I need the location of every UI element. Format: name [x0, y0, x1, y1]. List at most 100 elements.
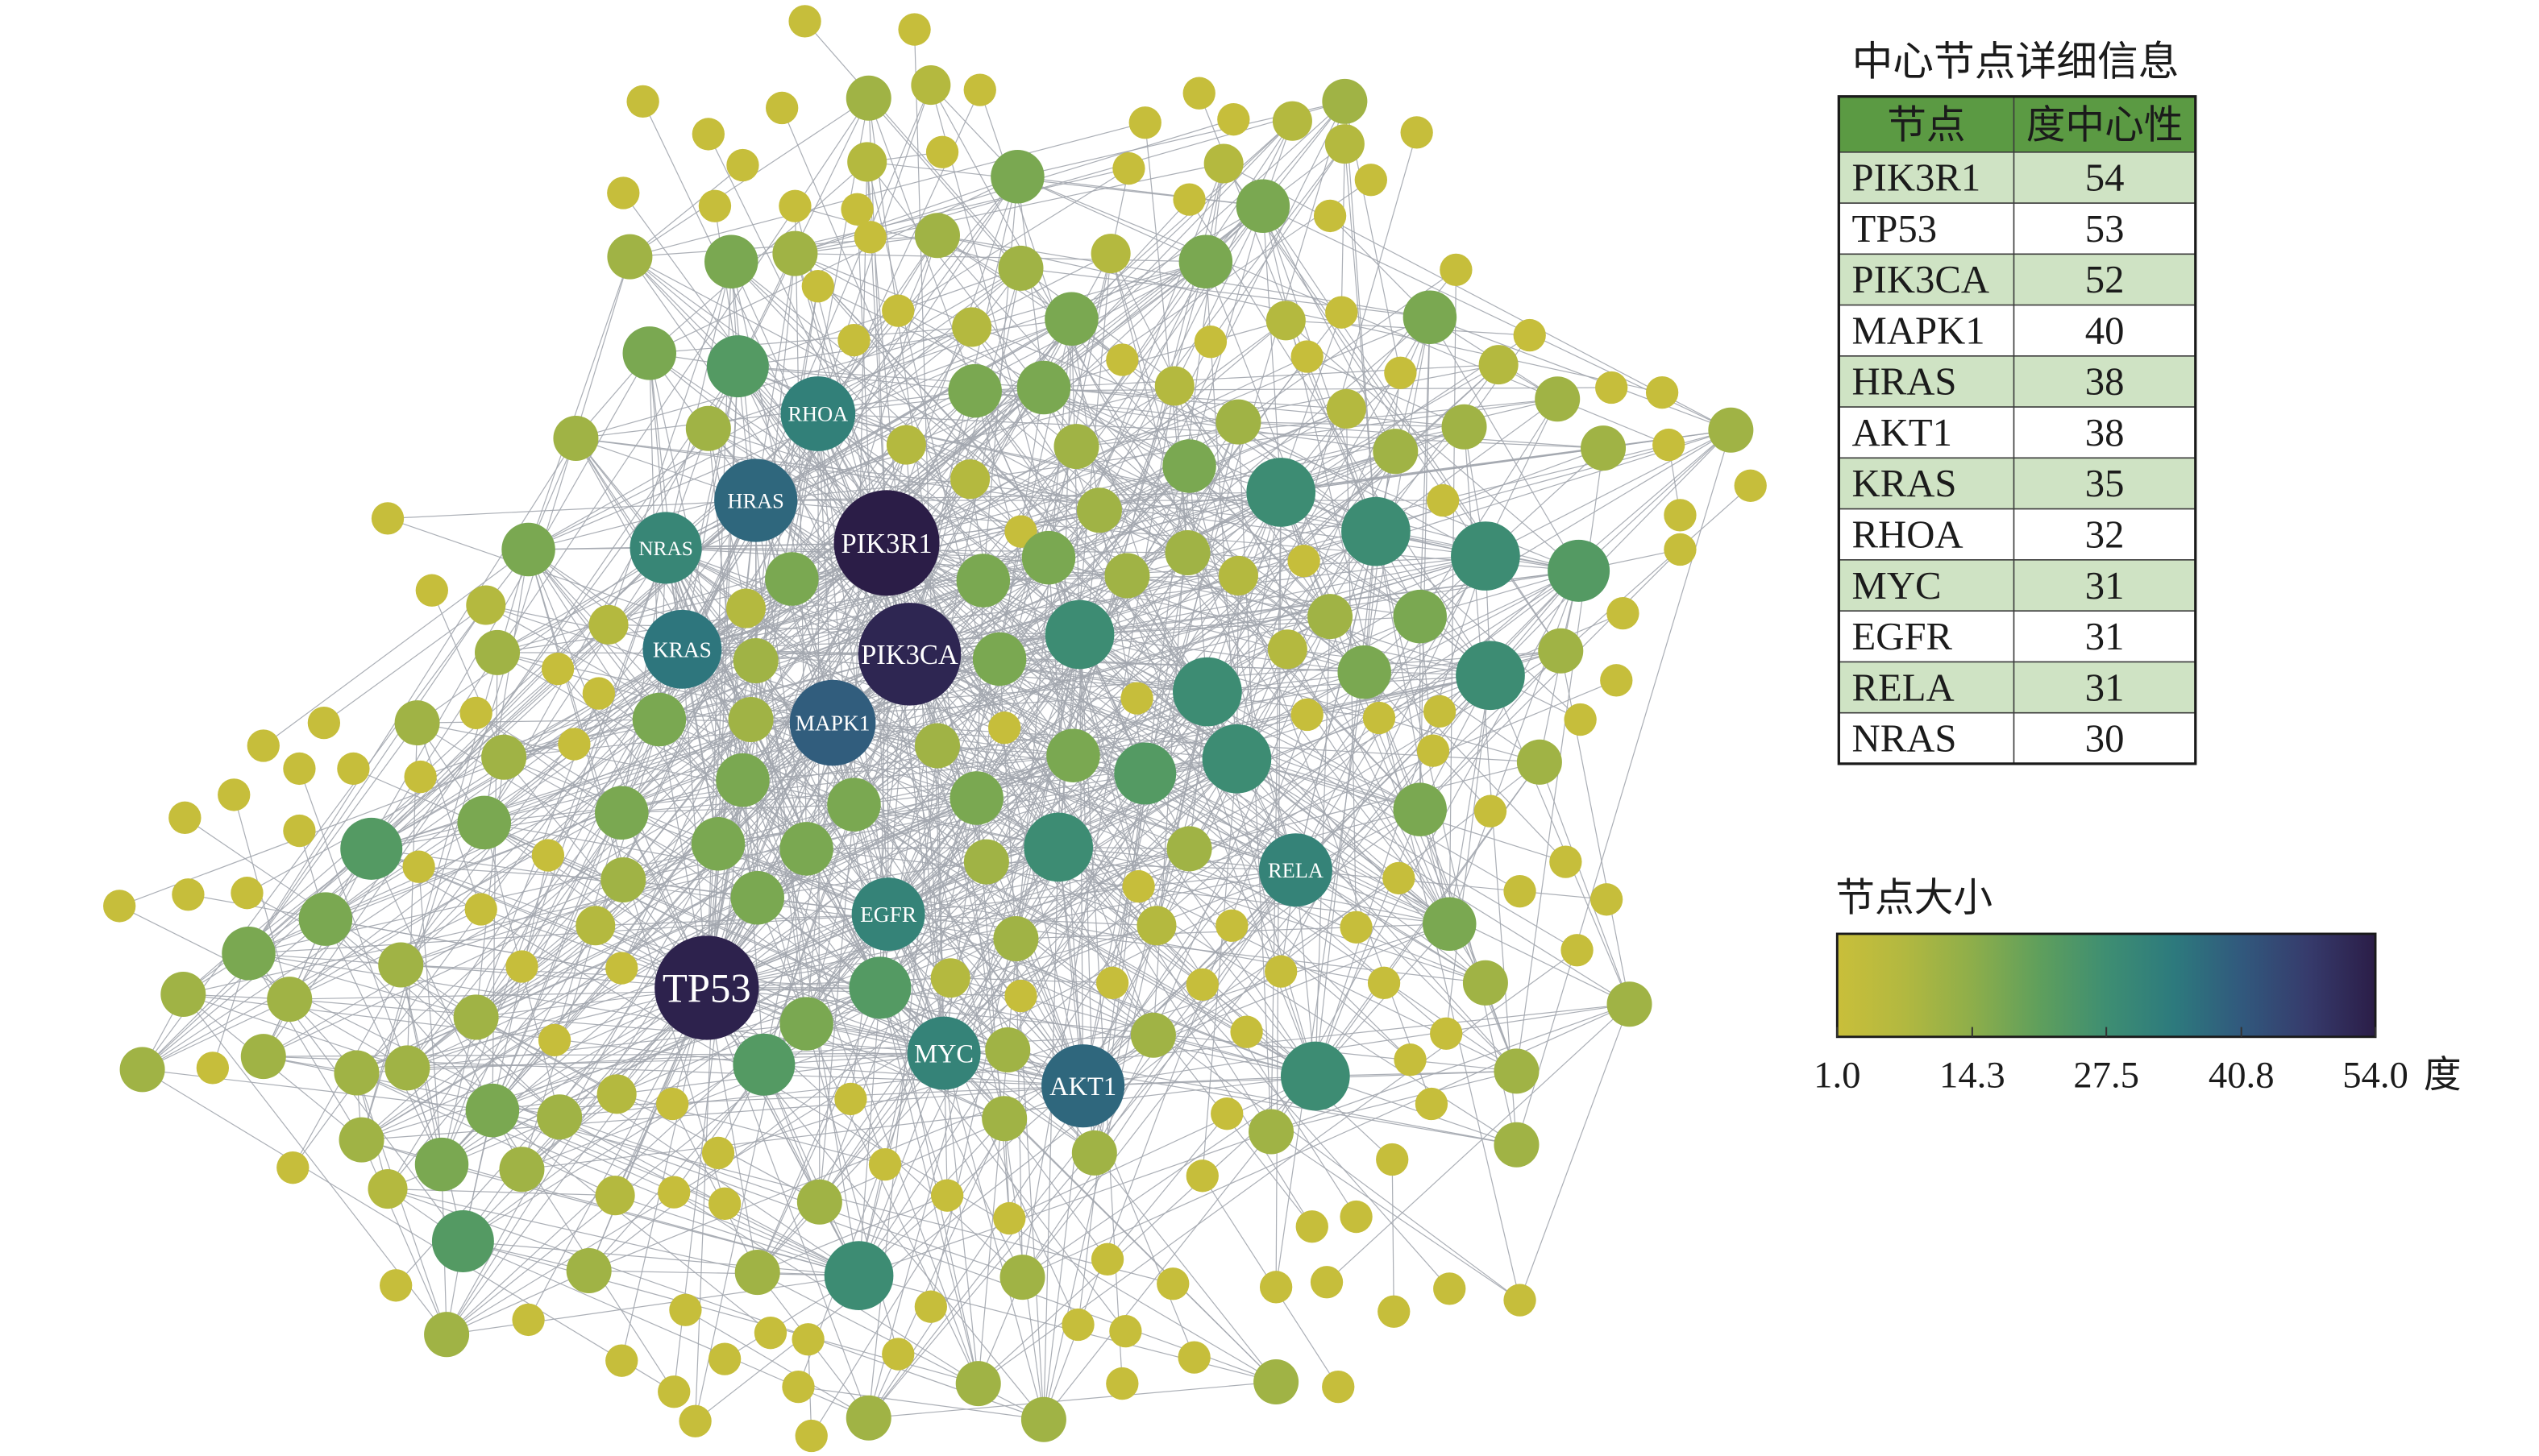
edge — [263, 366, 738, 1057]
node — [1091, 1242, 1124, 1276]
node — [948, 363, 1002, 418]
node — [882, 294, 915, 327]
hub-node-pik3ca — [858, 603, 962, 706]
hub-node-rela — [1259, 833, 1332, 907]
table-row: NRAS 30 — [1839, 712, 2196, 764]
edge — [886, 542, 1296, 871]
node — [849, 956, 912, 1019]
table-cell-background — [2013, 559, 2196, 612]
node — [1307, 594, 1353, 640]
edge — [446, 1270, 589, 1335]
node — [596, 1074, 637, 1114]
edge — [817, 413, 1100, 511]
node — [1267, 629, 1307, 670]
interaction-network: NRAS MYC EGFR RELA RHOA KRAS HRAS AKT1 MAPK1 PIK3… — [103, 5, 1767, 1453]
node — [1004, 979, 1037, 1013]
edge — [943, 773, 1146, 1054]
node — [824, 1241, 894, 1310]
node — [1451, 521, 1520, 591]
node — [704, 234, 758, 288]
table-grid — [1839, 96, 2196, 764]
edge — [937, 234, 1239, 576]
table-cell-degree: 38 — [2085, 360, 2125, 404]
node — [481, 734, 527, 780]
edge — [868, 671, 1365, 1419]
node — [1415, 1087, 1448, 1121]
edge — [1270, 1131, 1520, 1301]
table-cell-background — [2013, 254, 2196, 305]
edge — [757, 1052, 945, 1273]
table-cell-node: RHOA — [1852, 513, 1963, 557]
edge — [817, 413, 833, 724]
node — [827, 778, 881, 832]
edge — [832, 722, 1296, 871]
edge — [1073, 674, 1491, 757]
edge — [1375, 531, 1581, 720]
node — [1046, 728, 1100, 782]
node — [465, 1083, 520, 1138]
node — [1182, 77, 1215, 110]
edge — [325, 919, 560, 1118]
edge — [943, 1053, 979, 1384]
node — [1503, 875, 1536, 908]
edge — [1099, 510, 1146, 774]
table-cell-node: EGFR — [1852, 615, 1953, 658]
node — [993, 916, 1039, 962]
node — [782, 1370, 815, 1404]
edge — [817, 387, 1044, 415]
node — [692, 118, 725, 151]
node — [1062, 1308, 1095, 1342]
node — [1186, 968, 1219, 1002]
table-row: KRAS 35 — [1839, 458, 2196, 509]
hub-node-egfr — [851, 877, 925, 952]
edge — [868, 1381, 1277, 1419]
edge — [492, 1110, 771, 1334]
edge — [1262, 205, 1282, 492]
edge — [706, 653, 910, 989]
node — [1249, 1109, 1294, 1155]
edge — [1485, 429, 1731, 557]
node — [505, 950, 538, 983]
edge — [983, 176, 1019, 581]
node — [1708, 407, 1754, 453]
edge — [649, 326, 972, 355]
edge — [888, 869, 1296, 915]
table-cell-background — [1839, 712, 2014, 764]
node — [706, 335, 769, 398]
edge — [289, 998, 408, 1068]
edge — [737, 97, 870, 367]
node — [772, 230, 818, 276]
node — [1154, 366, 1195, 406]
edge — [717, 923, 1450, 1154]
edge — [1205, 101, 1345, 263]
edge — [142, 919, 326, 1070]
edge — [1126, 575, 1237, 760]
node — [240, 1034, 286, 1080]
node — [415, 574, 448, 607]
edge — [485, 604, 1296, 871]
node — [1322, 1370, 1355, 1404]
edge — [737, 366, 911, 655]
node — [384, 1045, 430, 1091]
edge — [1189, 199, 1491, 676]
table-cell-node: MYC — [1852, 564, 1942, 608]
node — [588, 604, 629, 645]
node — [501, 522, 555, 577]
table-cell-node: HRAS — [1852, 360, 1957, 404]
node — [716, 753, 770, 807]
edge — [886, 542, 1316, 1076]
hub-node-hras — [714, 458, 798, 542]
edge — [1079, 634, 1296, 871]
node — [930, 958, 970, 998]
edge — [832, 722, 1084, 1087]
node — [1340, 1200, 1373, 1234]
edge — [248, 913, 889, 954]
edge — [356, 1072, 859, 1276]
edge — [887, 261, 1207, 915]
table-cell-degree: 38 — [2085, 411, 2125, 454]
node — [553, 415, 599, 461]
table-row: EGFR 31 — [1839, 611, 2196, 662]
node — [1071, 1130, 1117, 1176]
edge — [1519, 1003, 1631, 1300]
edge — [1262, 205, 1377, 532]
